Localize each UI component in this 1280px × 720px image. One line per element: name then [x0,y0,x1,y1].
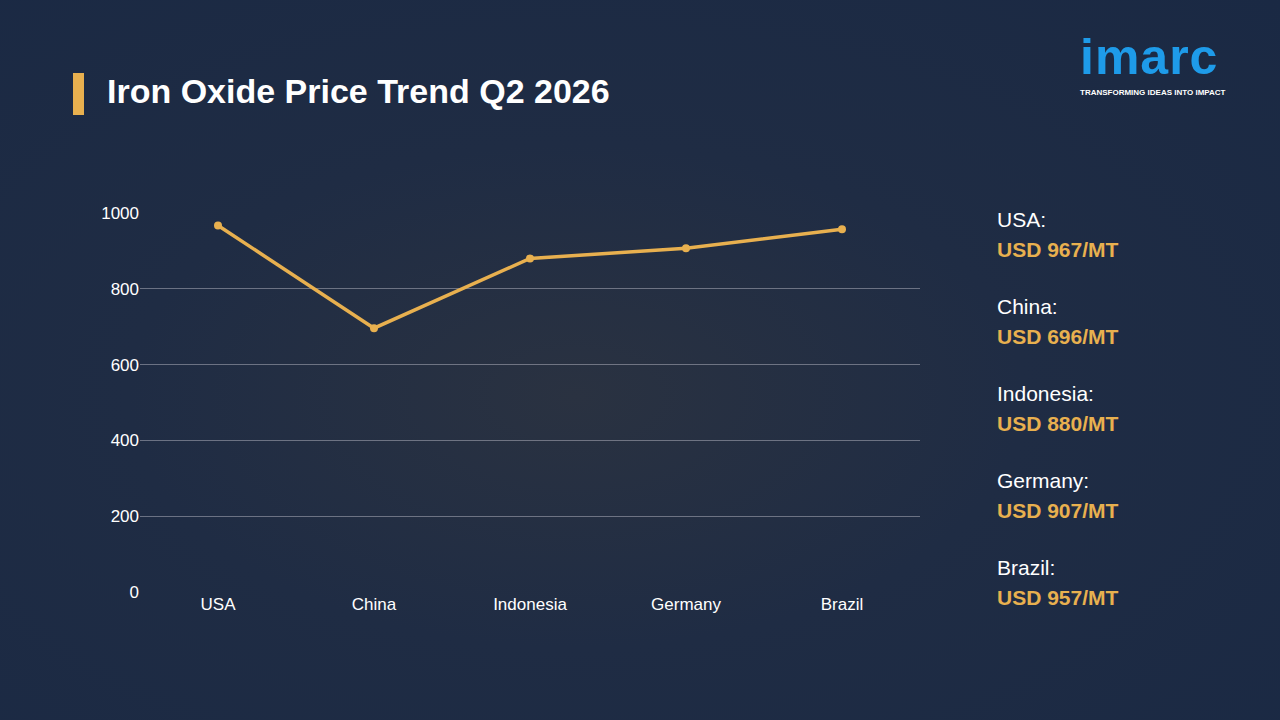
svg-text:0: 0 [130,583,139,602]
html-text:USD 696/MT: USD 696/MT [997,325,1119,348]
svg-text:600: 600 [111,356,139,375]
html-text:imarc: imarc [1080,29,1219,85]
html-text:China:: China: [997,295,1058,318]
svg-text:USA: USA [201,595,237,614]
svg-text:Brazil: Brazil [821,595,864,614]
svg-text:400: 400 [111,431,139,450]
html-text:Germany:: Germany: [997,469,1090,492]
html-text:USD 880/MT: USD 880/MT [997,412,1119,435]
svg-text:Germany: Germany [651,595,721,614]
svg-text:800: 800 [111,280,139,299]
html-text:TRANSFORMING IDEAS INTO IMPACT: TRANSFORMING IDEAS INTO IMPACT [1080,88,1226,97]
html-text:Brazil:: Brazil: [997,556,1056,579]
svg-text:1000: 1000 [101,204,139,223]
html-text:USD 957/MT: USD 957/MT [997,586,1119,609]
html-text:Indonesia:: Indonesia: [997,382,1094,405]
html-text:USD 907/MT: USD 907/MT [997,499,1119,522]
svg-text:Indonesia: Indonesia [493,595,567,614]
html-text:Iron Oxide Price Trend Q2 2026: Iron Oxide Price Trend Q2 2026 [107,72,610,110]
svg-text:China: China [352,595,397,614]
svg-text:200: 200 [111,507,139,526]
html-text:USA:: USA: [997,208,1046,231]
html-text:USD 967/MT: USD 967/MT [997,238,1119,261]
